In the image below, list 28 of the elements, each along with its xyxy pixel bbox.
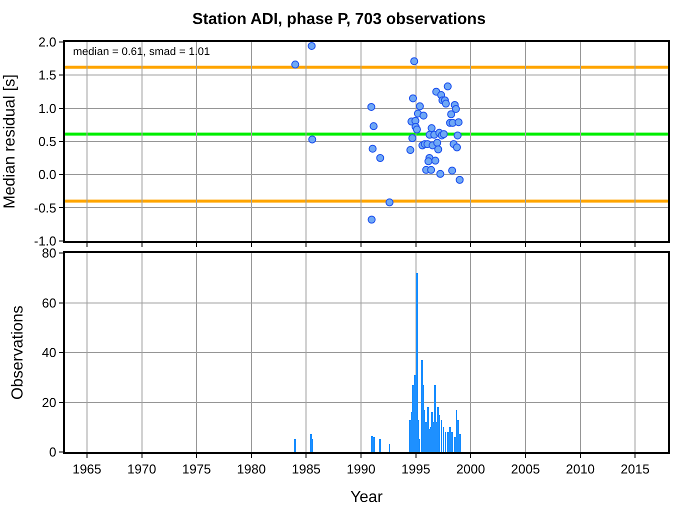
y-tick-label: 0.5 — [38, 134, 56, 149]
y-tick-label: 1.5 — [38, 68, 56, 83]
y-tick-label: 20 — [42, 394, 56, 410]
x-tick-label: 2000 — [456, 462, 486, 477]
x-tick-label: 2010 — [566, 462, 595, 477]
y-tick-label: 0.0 — [38, 167, 56, 182]
y-tick-label: 60 — [42, 295, 56, 310]
x-tick-label: 2015 — [620, 462, 650, 477]
y-axis-title: Median residual [s] — [1, 74, 18, 209]
x-tick-label: 1965 — [72, 462, 102, 477]
annotation: median = 0.61, smad = 1.01 — [73, 46, 210, 58]
chart-title: Station ADI, phase P, 703 observations — [192, 10, 486, 28]
y-tick-label: 2.0 — [38, 34, 56, 50]
x-tick-label: 1980 — [236, 462, 266, 477]
x-tick-label: 2005 — [511, 462, 540, 477]
y-tick-label: 1.0 — [38, 100, 56, 116]
y-tick-label: -0.5 — [34, 200, 56, 216]
x-tick-label: 1970 — [127, 462, 156, 477]
x-axis-title: Year — [350, 488, 384, 506]
y-tick-label: 40 — [42, 345, 56, 360]
y-tick-label: 0 — [49, 444, 56, 460]
x-tick-label: 1975 — [182, 462, 212, 477]
y-tick-label: 80 — [42, 246, 56, 261]
x-tick-label: 1995 — [401, 462, 430, 477]
x-tick-label: 1990 — [346, 462, 376, 477]
y-tick-label: -1.0 — [34, 233, 56, 248]
x-tick-label: 1985 — [292, 462, 321, 477]
y-axis-title: Observations — [9, 305, 26, 400]
